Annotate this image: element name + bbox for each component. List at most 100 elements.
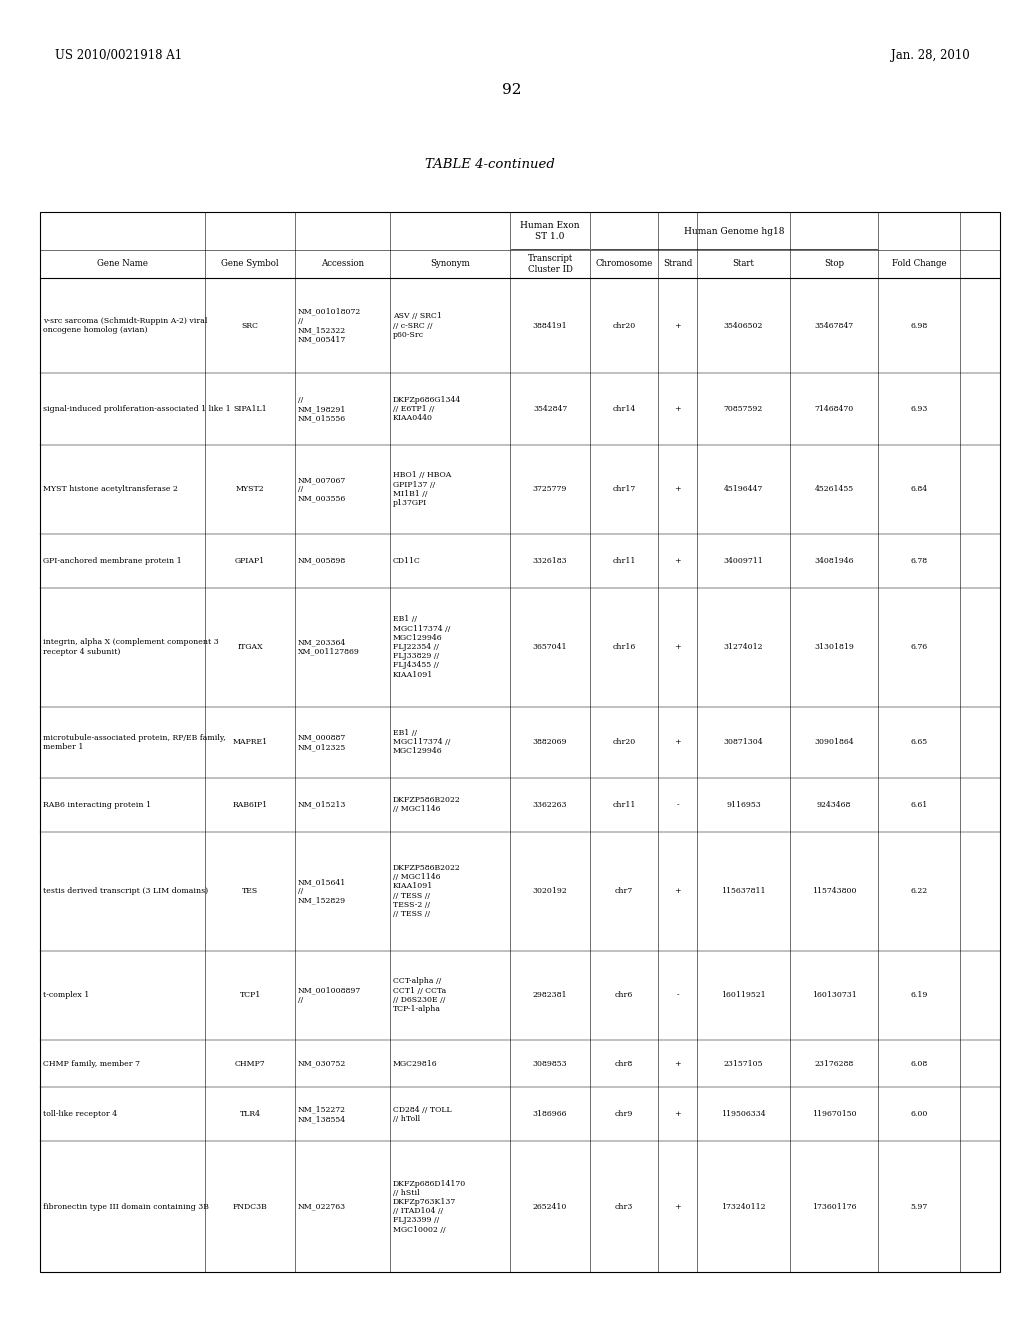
Text: toll-like receptor 4: toll-like receptor 4 [43,1110,117,1118]
Text: Jan. 28, 2010: Jan. 28, 2010 [891,49,970,62]
Text: +: + [674,643,681,651]
Text: Human Exon
ST 1.0: Human Exon ST 1.0 [520,222,580,240]
Text: TABLE 4-continued: TABLE 4-continued [425,158,555,172]
Bar [40,213,1000,1272]
Text: SRC: SRC [242,322,258,330]
Text: 2982381: 2982381 [532,991,567,999]
Text: v-src sarcoma (Schmidt-Ruppin A-2) viral
oncogene homolog (avian): v-src sarcoma (Schmidt-Ruppin A-2) viral… [43,317,208,334]
Text: 6.65: 6.65 [910,738,928,746]
Text: ITGAX: ITGAX [238,643,263,651]
Text: +: + [674,1110,681,1118]
Text: NM_015213: NM_015213 [298,801,346,809]
Text: +: + [674,1060,681,1068]
Text: Stop: Stop [824,260,844,268]
Text: MAPRE1: MAPRE1 [232,738,267,746]
Text: NM_015641
//
NM_152829: NM_015641 // NM_152829 [298,878,346,904]
Text: MYST2: MYST2 [236,486,264,494]
Text: 3882069: 3882069 [532,738,567,746]
Text: CD11C: CD11C [393,557,421,565]
Text: SIPA1L1: SIPA1L1 [233,405,267,413]
Text: Synonym: Synonym [430,260,470,268]
Text: 31301819: 31301819 [814,643,854,651]
Text: 160130731: 160130731 [812,991,856,999]
Text: NM_000887
NM_012325: NM_000887 NM_012325 [298,734,346,751]
Text: chr11: chr11 [612,801,636,809]
Text: Chromosome: Chromosome [595,260,652,268]
Text: +: + [674,738,681,746]
Text: +: + [674,322,681,330]
Text: 6.22: 6.22 [910,887,928,895]
Text: 3657041: 3657041 [532,643,567,651]
Text: 45261455: 45261455 [814,486,854,494]
Text: 3186966: 3186966 [532,1110,567,1118]
Text: 6.93: 6.93 [910,405,928,413]
Text: 5.97: 5.97 [910,1203,928,1210]
Text: 6.19: 6.19 [910,991,928,999]
Text: 31274012: 31274012 [724,643,763,651]
Text: Start: Start [732,260,755,268]
Text: CD284 // TOLL
// hToll: CD284 // TOLL // hToll [393,1106,452,1123]
Text: signal-induced proliferation-associated 1 like 1: signal-induced proliferation-associated … [43,405,230,413]
Text: TES: TES [242,887,258,895]
Text: +: + [674,887,681,895]
Text: 160119521: 160119521 [721,991,766,999]
Text: 3542847: 3542847 [532,405,567,413]
Text: -: - [676,991,679,999]
Text: +: + [674,557,681,565]
Text: MYST histone acetyltransferase 2: MYST histone acetyltransferase 2 [43,486,178,494]
Text: 92: 92 [502,83,522,96]
Text: //
NM_198291
NM_015556: // NM_198291 NM_015556 [298,396,346,422]
Text: DKFZP586B2022
// MGC1146: DKFZP586B2022 // MGC1146 [393,796,461,813]
Text: 9116953: 9116953 [726,801,761,809]
Text: fibronectin type III domain containing 3B: fibronectin type III domain containing 3… [43,1203,209,1210]
Text: NM_001018072
//
NM_152322
NM_005417: NM_001018072 // NM_152322 NM_005417 [298,308,361,343]
Text: 115743800: 115743800 [812,887,856,895]
Text: DKFZp686G1344
// E6TP1 //
KIAA0440: DKFZp686G1344 // E6TP1 // KIAA0440 [393,396,461,422]
Text: 3884191: 3884191 [532,322,567,330]
Text: 6.76: 6.76 [910,643,928,651]
Text: 115637811: 115637811 [721,887,766,895]
Text: EB1 //
MGC117374 //
MGC129946: EB1 // MGC117374 // MGC129946 [393,729,451,755]
Text: 6.00: 6.00 [910,1110,928,1118]
Text: NM_005898: NM_005898 [298,557,346,565]
Text: Gene Name: Gene Name [97,260,148,268]
Text: EB1 //
MGC117374 //
MGC129946
FLJ22354 //
FLJ33829 //
FLJ43455 //
KIAA1091: EB1 // MGC117374 // MGC129946 FLJ22354 /… [393,615,451,678]
Text: GPI-anchored membrane protein 1: GPI-anchored membrane protein 1 [43,557,181,565]
Text: chr20: chr20 [612,322,636,330]
Text: GPIAP1: GPIAP1 [234,557,265,565]
Text: 173601176: 173601176 [812,1203,856,1210]
Text: 119506334: 119506334 [721,1110,766,1118]
Text: +: + [674,486,681,494]
Text: -: - [676,801,679,809]
Text: Fold Change: Fold Change [892,260,946,268]
Text: chr14: chr14 [612,405,636,413]
Text: CHMP7: CHMP7 [234,1060,265,1068]
Text: 2652410: 2652410 [532,1203,567,1210]
Text: 6.08: 6.08 [910,1060,928,1068]
Text: 9243468: 9243468 [817,801,851,809]
Text: Accession: Accession [321,260,364,268]
Text: Transcript
Cluster ID: Transcript Cluster ID [527,255,572,273]
Text: 3089853: 3089853 [532,1060,567,1068]
Text: HBO1 // HBOA
GPIP137 //
MI1B1 //
p137GPI: HBO1 // HBOA GPIP137 // MI1B1 // p137GPI [393,471,452,507]
Text: chr9: chr9 [614,1110,633,1118]
Text: Strand: Strand [663,260,692,268]
Text: DKFZP586B2022
// MGC1146
KIAA1091
// TESS //
TESS-2 //
// TESS //: DKFZP586B2022 // MGC1146 KIAA1091 // TES… [393,865,461,919]
Text: NM_152272
NM_138554: NM_152272 NM_138554 [298,1106,346,1123]
Text: +: + [674,405,681,413]
Text: MGC29816: MGC29816 [393,1060,437,1068]
Text: 70857592: 70857592 [724,405,763,413]
Text: CCT-alpha //
CCT1 // CCTa
// D6S230E //
TCP-1-alpha: CCT-alpha // CCT1 // CCTa // D6S230E // … [393,977,446,1012]
Text: CHMP family, member 7: CHMP family, member 7 [43,1060,140,1068]
Text: DKFZp686D14170
// hStil
DKFZp763K137
// ITAD104 //
FLJ23399 //
MGC10002 //: DKFZp686D14170 // hStil DKFZp763K137 // … [393,1180,466,1233]
Text: chr7: chr7 [614,887,633,895]
Text: 6.84: 6.84 [910,486,928,494]
Text: 3326183: 3326183 [532,557,567,565]
Text: 45196447: 45196447 [724,486,763,494]
Text: chr11: chr11 [612,557,636,565]
Text: Gene Symbol: Gene Symbol [221,260,279,268]
Text: 23176288: 23176288 [814,1060,854,1068]
Text: 119670150: 119670150 [812,1110,856,1118]
Text: TCP1: TCP1 [240,991,261,999]
Text: 35406502: 35406502 [724,322,763,330]
